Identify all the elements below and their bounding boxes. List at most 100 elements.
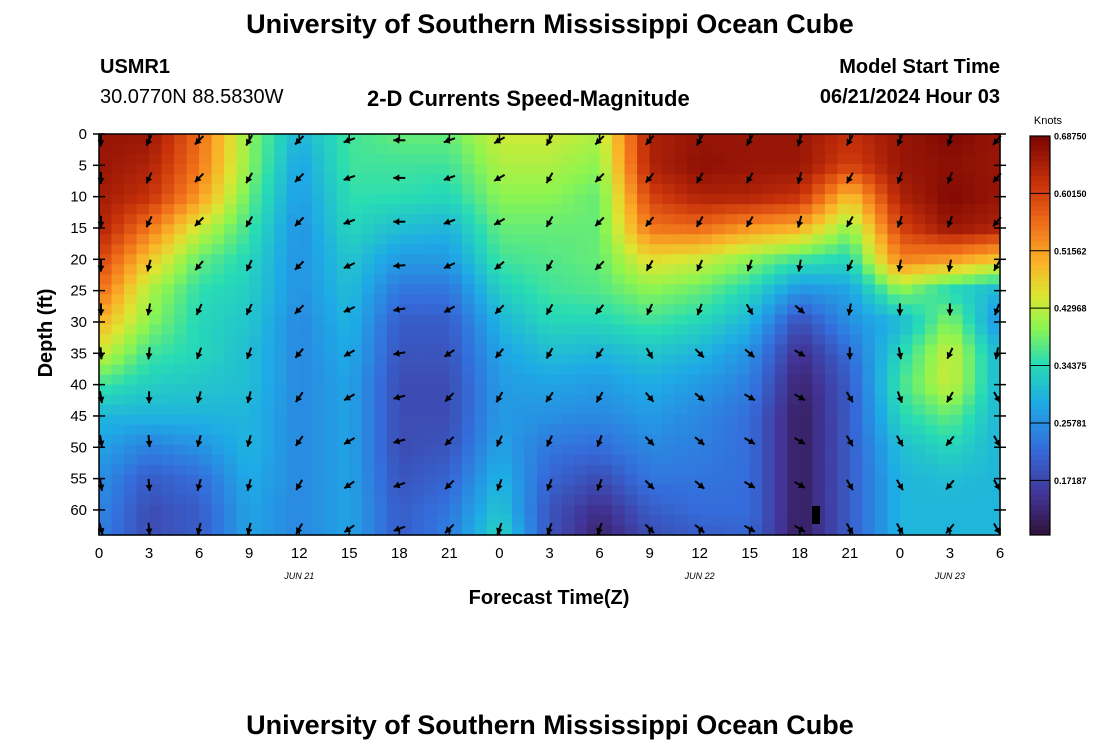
heatmap-cell [624,384,638,396]
heatmap-cell [436,394,450,406]
heatmap-cell [862,474,876,486]
heatmap-cell [587,514,601,526]
heatmap-cell [862,274,876,285]
heatmap-cell [874,174,888,185]
heatmap-cell [536,184,551,195]
heatmap-cell [662,294,676,306]
heatmap-cell [812,294,826,306]
heatmap-cell [962,454,976,466]
heatmap-cell [649,524,663,536]
heatmap-cell [486,314,501,326]
heatmap-cell [962,324,976,336]
heatmap-cell [874,524,888,536]
heatmap-cell [749,264,763,275]
heatmap-cell [687,354,701,366]
heatmap-cell [599,244,613,255]
heatmap-cell [236,194,250,205]
heatmap-cell [286,504,300,516]
heatmap-cell [799,154,813,165]
heatmap-cell [949,354,964,366]
heatmap-cell [236,324,250,336]
heatmap-cell [787,484,801,496]
heatmap-cell [211,474,225,486]
heatmap-cell [249,284,263,296]
heatmap-cell [649,184,663,195]
heatmap-cell [536,204,551,215]
heatmap-cell [99,454,113,466]
velocity-arrow [946,215,954,228]
heatmap-cell [637,204,651,215]
heatmap-cell [924,464,939,476]
heatmap-cell [562,344,576,356]
heatmap-cell [824,304,838,316]
arrow-head [546,483,553,491]
heatmap-cell [174,244,188,255]
heatmap-cell [849,474,863,486]
heatmap-cell [662,274,676,285]
heatmap-cell [712,384,726,396]
heatmap-cell [712,334,726,346]
heatmap-cell [699,254,713,265]
heatmap-cell [336,174,350,185]
heatmap-cell [887,294,901,306]
heatmap-cell [361,484,375,496]
heatmap-cell [286,134,300,145]
heatmap-cell [762,244,776,255]
colorbar-swatch [1030,405,1050,411]
heatmap-cell [774,324,788,336]
heatmap-cell [762,184,776,195]
heatmap-cell [99,414,113,426]
heatmap-cell [124,424,138,436]
heatmap-cell [461,454,476,466]
velocity-arrow [245,172,254,184]
heatmap-cell [887,464,901,476]
heatmap-cell [311,384,325,396]
heatmap-cell [461,314,476,326]
heatmap-cell [962,254,976,265]
arrow-head [645,219,653,227]
heatmap-cell [474,424,488,436]
heatmap-cell [524,144,538,155]
heatmap-cell [174,214,188,225]
heatmap-cell [511,134,526,145]
heatmap-cell [199,414,213,426]
heatmap-cell [149,504,163,516]
heatmap-cell [749,474,763,486]
heatmap-cell [812,424,826,436]
heatmap-cell [887,334,901,346]
heatmap-cell [699,424,713,436]
heatmap-cell [286,314,300,326]
colorbar-swatch [1030,395,1050,401]
heatmap-cell [236,164,250,175]
heatmap-cell [124,194,138,205]
heatmap-cell [499,194,513,205]
heatmap-cell [336,474,350,486]
heatmap-cell [912,204,926,215]
heatmap-cell [349,304,363,316]
heatmap-cell [899,294,913,306]
heatmap-cell [937,334,951,346]
heatmap-cell [324,304,338,316]
velocity-arrow [194,260,204,271]
heatmap-cell [211,364,225,376]
heatmap-cell [299,144,313,155]
arrow-head [896,439,903,447]
heatmap-cell [336,394,350,406]
heatmap-cell [299,494,313,506]
heatmap-cell [374,434,388,446]
heatmap-cell [349,184,363,195]
heatmap-cell [299,424,313,436]
heatmap-cell [774,304,788,316]
heatmap-cell [211,194,225,205]
heatmap-cell [486,134,501,145]
heatmap-cell [924,344,939,356]
heatmap-cell [249,324,263,336]
heatmap-cell [236,434,250,446]
date-label: JUN 22 [684,571,715,581]
heatmap-cell [949,424,964,436]
heatmap-cell [199,494,213,506]
heatmap-cell [236,284,250,296]
heatmap-cell [424,144,438,155]
heatmap-cell [249,144,263,155]
heatmap-cell [787,474,801,486]
